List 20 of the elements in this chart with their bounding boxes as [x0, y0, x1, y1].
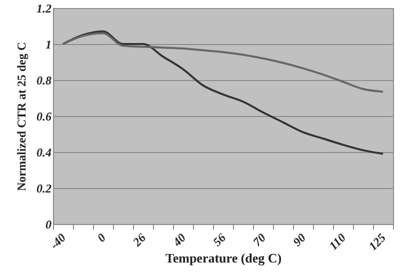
x-tick-label: 70 — [250, 230, 268, 249]
line-series — [62, 32, 384, 93]
y-tick-label: 0.4 — [36, 146, 52, 160]
x-tick-label: 26 — [129, 230, 148, 250]
y-tick-label: 0.8 — [36, 74, 52, 88]
x-tick-label: 110 — [326, 230, 348, 253]
y-tick-label: 1 — [46, 38, 52, 52]
x-axis-title: Temperature (deg C) — [165, 250, 282, 266]
x-tick-label: 125 — [366, 230, 388, 254]
y-tick-label: 0.2 — [36, 182, 52, 196]
y-tick-label: 1.2 — [36, 2, 52, 16]
x-tick-label: 0 — [94, 230, 108, 245]
line-series — [62, 30, 384, 155]
x-tick-label: 90 — [290, 230, 308, 249]
y-axis-title: Normalized CTR at 25 deg C — [14, 42, 28, 191]
y-tick-label: 0 — [46, 218, 52, 232]
x-tick-label: 56 — [210, 230, 228, 249]
y-tick-label: 0.6 — [36, 110, 52, 124]
x-tick-label: -40 — [47, 230, 68, 252]
x-tick-label: 40 — [169, 230, 188, 250]
